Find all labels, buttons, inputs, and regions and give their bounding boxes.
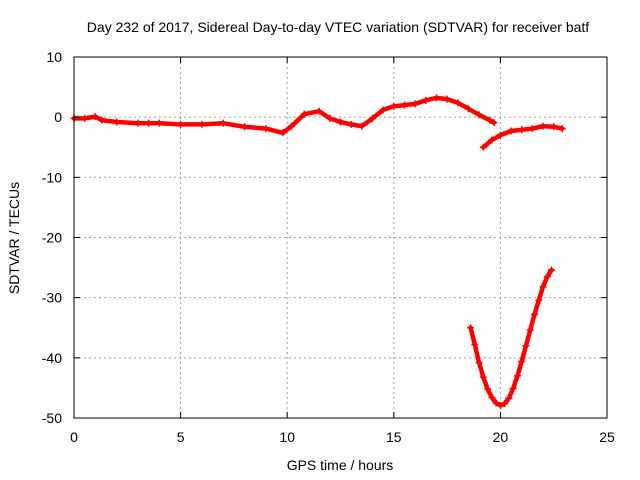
data-point [479,373,487,381]
data-point [522,342,530,350]
axis-ticks [73,56,608,419]
data-point [300,110,308,118]
data-point [287,122,295,130]
data-marks [70,94,566,409]
series-line [71,95,497,136]
data-point [496,401,504,409]
data-point [526,326,534,334]
data-point [558,125,566,133]
data-point [518,126,526,134]
data-point [488,394,496,402]
chart-title: Day 232 of 2017, Sidereal Day-to-day VTE… [87,19,590,35]
data-point [475,111,483,119]
data-point [81,114,89,122]
data-point [492,399,500,407]
data-point [390,102,398,110]
data-point [411,100,419,108]
y-tick-label: -40 [42,350,62,366]
x-axis-label: GPS time / hours [287,457,394,473]
data-point [518,357,526,365]
data-point [219,119,227,127]
data-point [454,99,462,107]
x-tick-label: 20 [493,429,509,445]
x-tick-label: 5 [177,429,185,445]
data-point [471,341,479,349]
y-tick-label: -10 [42,169,62,185]
data-point [464,105,472,113]
data-point [379,106,387,114]
data-point [134,119,142,127]
data-point [505,394,513,402]
data-point [347,120,355,128]
data-point [198,120,206,128]
x-tick-labels: 0 5 10 15 20 25 [70,429,615,445]
data-point [177,120,185,128]
data-point [113,118,121,126]
data-point [488,136,496,144]
grid [74,57,607,418]
x-tick-label: 0 [70,429,78,445]
data-point [475,359,483,367]
x-tick-label: 25 [599,429,615,445]
y-tick-label: -20 [42,230,62,246]
data-point [368,114,376,122]
data-point [484,385,492,393]
data-point [501,400,509,408]
data-point [509,385,517,393]
data-point [550,123,558,131]
data-point [539,122,547,130]
y-tick-labels: 10 0 -10 -20 -30 -40 -50 [42,49,62,426]
y-tick-label: -50 [42,410,62,426]
data-point [422,96,430,104]
data-point [535,296,543,304]
data-point [432,94,440,102]
data-point [486,116,494,124]
data-point [507,127,515,135]
data-point [98,116,106,124]
series-3 [467,266,556,409]
data-point [543,273,551,281]
data-point [443,95,451,103]
data-point [279,129,287,137]
data-point [548,266,556,274]
data-point [513,372,521,380]
data-point [496,131,504,139]
y-axis-label: SDTVAR / TECUs [6,182,22,294]
data-point [145,119,153,127]
data-point [326,114,334,122]
x-tick-label: 10 [279,429,295,445]
data-point [91,113,99,121]
data-point [531,311,539,319]
x-tick-label: 15 [386,429,402,445]
series-1 [70,94,498,137]
data-point [467,324,475,332]
data-point [490,119,498,127]
data-point [241,123,249,131]
data-point [528,125,536,133]
data-point [337,118,344,126]
y-tick-label: 10 [46,49,62,65]
series-2 [479,122,566,151]
data-point [358,122,366,130]
data-point [400,101,408,109]
y-tick-label: 0 [54,109,62,125]
data-point [479,143,487,151]
y-tick-label: -30 [42,290,62,306]
data-point [262,125,270,133]
data-point [155,119,163,127]
series-line [468,267,554,408]
data-point [539,283,547,291]
data-point [315,107,323,115]
